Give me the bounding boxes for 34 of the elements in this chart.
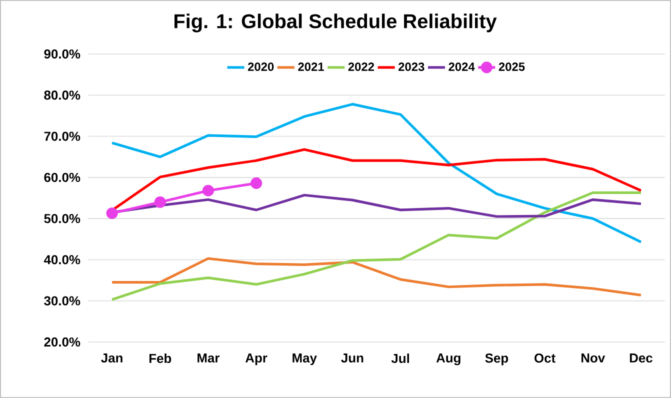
x-tick-label: Oct	[534, 354, 556, 363]
x-tick-label: Jul	[391, 354, 409, 364]
y-tick-label: 40.0%	[44, 255, 80, 264]
y-tick-label: 20.0%	[44, 337, 80, 347]
x-tick-label: Jan	[101, 354, 122, 363]
line-series	[110, 191, 642, 301]
legend-label: 2020	[248, 62, 274, 71]
line-series	[110, 102, 642, 244]
x-tick-label: May	[292, 354, 317, 366]
point	[250, 177, 262, 189]
x-tick-label: Jun	[341, 354, 364, 363]
point	[106, 207, 118, 219]
legend-label: 2022	[348, 62, 374, 71]
x-tick-label: Mar	[198, 354, 220, 363]
y-tick-label: 50.0%	[44, 214, 80, 224]
legend-label: 2023	[398, 62, 424, 71]
x-tick-label: Dec	[630, 354, 652, 363]
y-tick-label: 70.0%	[44, 132, 80, 141]
x-tick-label: Aug	[436, 354, 460, 366]
point	[154, 196, 166, 208]
point	[202, 184, 214, 196]
y-tick-label: 30.0%	[44, 296, 80, 306]
y-tick-label: 80.0%	[44, 90, 80, 100]
x-tick-label: Feb	[149, 354, 172, 364]
y-tick-label: 90.0%	[44, 49, 80, 59]
x-tick-label: Apr	[245, 354, 268, 366]
x-tick-label: Sep	[485, 354, 508, 366]
legend-label: 2024	[448, 62, 475, 71]
legend-label: 2021	[298, 62, 324, 71]
line-series	[110, 257, 642, 296]
legend-label: 2025	[498, 62, 525, 71]
x-tick-label: Nov	[582, 354, 606, 363]
chart-title: Fig. 1: Global Schedule Reliability	[174, 14, 497, 32]
y-tick-label: 60.0%	[44, 172, 80, 182]
